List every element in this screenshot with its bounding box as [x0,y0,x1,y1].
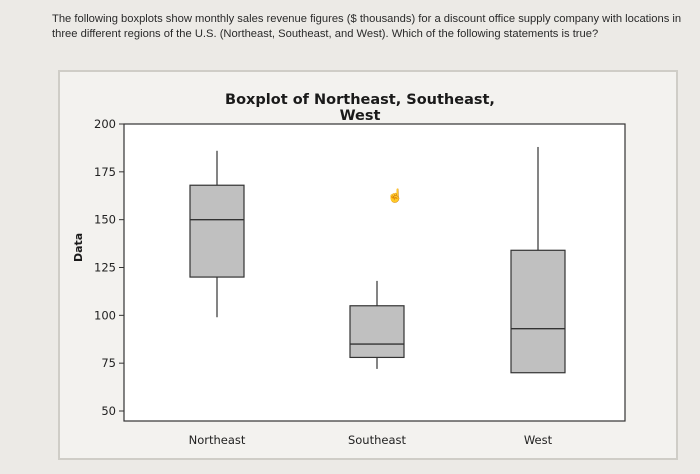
question-text: The following boxplots show monthly sale… [52,12,682,42]
y-axis: 50 75 100 125 150 175 200 [94,117,124,418]
y-axis-label: Data [72,232,85,262]
y-tick-label: 150 [94,213,116,227]
y-tick-label: 75 [101,356,116,370]
boxplot-figure: 50 75 100 125 150 175 200 Northeast Southeast We… [58,70,678,460]
x-tick-label: West [524,433,553,447]
box-west [510,249,566,374]
question-line-2: three different regions of the U.S. (Nor… [52,28,599,40]
boxes-group [189,146,566,374]
box-northeast [189,184,245,278]
y-tick-label: 125 [94,261,116,275]
y-tick-label: 200 [94,117,116,131]
boxplot-chart: 50 75 100 125 150 175 200 Northeast Southeast We… [94,117,626,447]
question-line-1: The following boxplots show monthly sale… [52,13,682,25]
x-axis-labels: Northeast Southeast West [189,433,553,447]
y-tick-label: 50 [101,404,116,418]
chart-title: Boxplot of Northeast, Southeast, West [225,92,495,124]
y-tick-label: 100 [94,308,116,322]
x-tick-label: Southeast [348,433,407,447]
y-tick-label: 175 [94,165,116,179]
x-tick-label: Northeast [189,433,246,447]
hand-pointer-icon: ☝ [387,188,404,203]
box-southeast [349,305,405,359]
